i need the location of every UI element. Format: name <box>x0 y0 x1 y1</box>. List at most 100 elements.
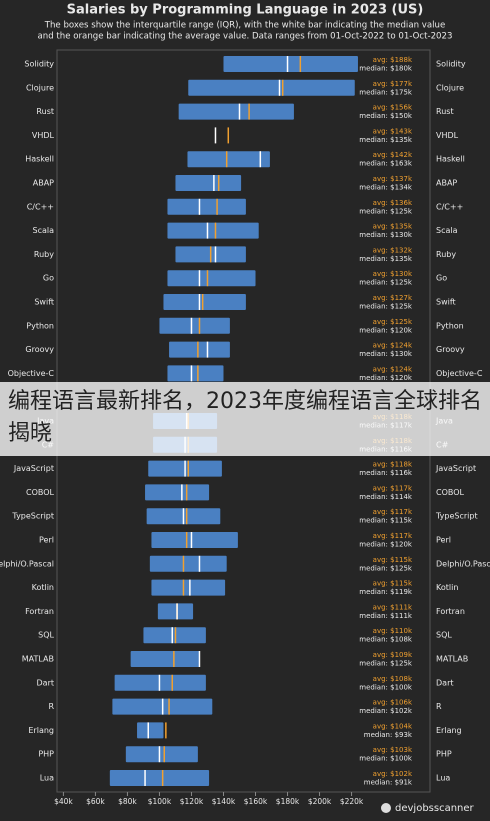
y-tick-label: Perl <box>39 536 54 545</box>
iqr-box <box>223 56 358 72</box>
y-tick-label-right: Haskell <box>436 155 465 164</box>
median-label: median: $134k <box>359 184 413 192</box>
y-tick-label: PHP <box>38 750 54 759</box>
median-label: median: $130k <box>359 350 413 358</box>
x-tick-label: $180k <box>276 797 300 806</box>
median-label: median: $111k <box>359 612 413 620</box>
median-label: median: $125k <box>359 207 413 215</box>
y-tick-label: Haskell <box>25 155 54 164</box>
mean-label: avg: $111k <box>373 603 413 611</box>
median-label: median: $125k <box>359 303 413 311</box>
y-tick-label-right: Dart <box>436 678 454 687</box>
iqr-box <box>167 198 246 215</box>
median-label: median: $116k <box>359 469 413 477</box>
median-label: median: $91k <box>364 779 413 787</box>
y-tick-label-right: Rust <box>436 107 454 116</box>
median-label: median: $100k <box>359 755 413 763</box>
y-tick-label: VHDL <box>32 131 55 140</box>
y-tick-label-right: Swift <box>436 298 456 307</box>
y-tick-label: Clojure <box>26 83 54 92</box>
median-label: median: $135k <box>359 136 413 144</box>
y-tick-label-right: Go <box>436 274 447 283</box>
y-tick-label: Erlang <box>28 726 54 735</box>
iqr-box <box>125 746 198 763</box>
iqr-box <box>169 341 230 358</box>
source: devjobsscanner <box>395 803 475 814</box>
x-tick-label: $200k <box>308 797 332 806</box>
mean-label: avg: $108k <box>373 675 413 683</box>
y-tick-label-right: ABAP <box>436 179 457 188</box>
median-label: median: $102k <box>359 707 413 715</box>
median-label: median: $163k <box>359 160 413 168</box>
iqr-box <box>167 270 256 287</box>
y-tick-label: Lua <box>40 774 54 783</box>
median-label: median: $100k <box>359 683 413 691</box>
mean-label: avg: $115k <box>373 556 413 564</box>
mean-label: avg: $136k <box>373 199 413 207</box>
mean-label: avg: $125k <box>373 318 413 326</box>
y-tick-label-right: R <box>436 702 442 711</box>
median-label: median: $130k <box>359 231 413 239</box>
iqr-box <box>178 103 294 120</box>
iqr-box <box>151 532 238 548</box>
y-tick-label: Objective-C <box>8 369 55 378</box>
median-label: median: $150k <box>359 112 413 120</box>
mean-label: avg: $135k <box>373 223 413 231</box>
mean-label: avg: $156k <box>373 104 413 112</box>
iqr-box <box>151 579 226 596</box>
median-label: median: $120k <box>359 374 413 382</box>
y-tick-label: Ruby <box>34 250 54 259</box>
y-tick-label-right: Fortran <box>436 607 465 616</box>
y-tick-label-right: Lua <box>436 774 450 783</box>
iqr-box <box>188 79 355 96</box>
y-tick-label-right: Perl <box>436 536 451 545</box>
x-tick-label: $220k <box>340 797 364 806</box>
x-tick-label: $140k <box>212 797 236 806</box>
median-label: median: $125k <box>359 279 413 287</box>
chart-subtitle: and the orange bar indicating the averag… <box>38 32 453 42</box>
y-tick-label: Groovy <box>25 345 54 354</box>
chart-subtitle: The boxes show the interquartile range (… <box>44 21 446 31</box>
y-tick-label-right: Erlang <box>436 726 462 735</box>
x-tick-label: $160k <box>244 797 268 806</box>
y-tick-label: Solidity <box>24 60 54 69</box>
mean-label: avg: $137k <box>373 175 413 183</box>
mean-label: avg: $110k <box>373 627 413 635</box>
x-tick-label: $80k <box>118 797 137 806</box>
y-tick-label: Fortran <box>25 607 54 616</box>
mean-label: avg: $188k <box>373 56 413 64</box>
source-icon <box>381 803 391 813</box>
mean-label: avg: $118k <box>373 461 413 469</box>
y-tick-label-right: VHDL <box>436 131 459 140</box>
y-tick-label: Python <box>26 321 54 330</box>
mean-label: avg: $124k <box>373 365 413 373</box>
iqr-box <box>143 627 206 644</box>
y-tick-label: SQL <box>38 631 54 640</box>
mean-label: avg: $130k <box>373 270 413 278</box>
y-tick-label-right: Delphi/O.Pascal <box>436 559 490 568</box>
iqr-box <box>167 222 259 239</box>
y-tick-label-right: Clojure <box>436 83 464 92</box>
mean-label: avg: $106k <box>373 699 413 707</box>
mean-label: avg: $132k <box>373 246 413 254</box>
y-tick-label: Rust <box>36 107 54 116</box>
median-label: median: $108k <box>359 636 413 644</box>
x-tick-label: $40k <box>54 797 73 806</box>
mean-label: avg: $117k <box>373 508 413 516</box>
y-tick-label-right: MATLAB <box>436 655 468 664</box>
median-label: median: $115k <box>359 517 413 525</box>
overlay-caption: 编程语言最新排名，2023年度编程语言全球排名揭晓 <box>0 382 490 456</box>
mean-label: avg: $109k <box>373 651 413 659</box>
iqr-box <box>130 651 200 667</box>
mean-label: avg: $102k <box>373 770 413 778</box>
y-tick-label-right: Ruby <box>436 250 456 259</box>
y-tick-label-right: PHP <box>436 750 452 759</box>
mean-label: avg: $143k <box>373 127 413 135</box>
median-label: median: $175k <box>359 88 413 96</box>
mean-label: avg: $177k <box>373 80 413 88</box>
y-tick-label-right: Groovy <box>436 345 465 354</box>
median-label: median: $114k <box>359 493 413 501</box>
median-label: median: $120k <box>359 541 413 549</box>
